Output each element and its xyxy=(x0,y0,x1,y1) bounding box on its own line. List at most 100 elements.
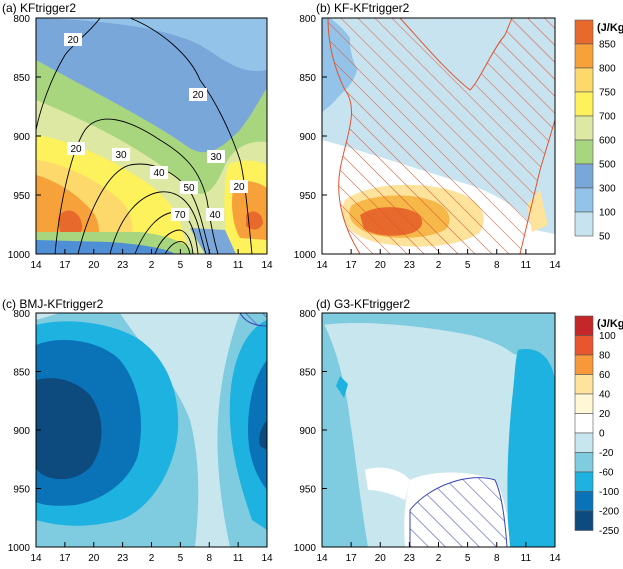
contour-label: 50 xyxy=(183,183,195,194)
panel-b: (b) KF-KFtrigger2 14 17 20 23 2 5 8 11 14 800 850 9… xyxy=(294,1,561,271)
y-tick-label: 950 xyxy=(299,191,316,202)
colorbar-unit: (J/Kg) xyxy=(597,22,623,34)
colorbar-label: -60 xyxy=(599,468,614,479)
y-tick-label: 1000 xyxy=(8,250,31,261)
colorbar-label: -20 xyxy=(599,448,614,459)
colorbar-swatch xyxy=(574,163,594,189)
x-tick-label: 20 xyxy=(88,260,100,271)
y-tick-label: 800 xyxy=(13,14,30,25)
contour-label: 40 xyxy=(153,168,165,179)
colorbar-swatch xyxy=(574,510,594,531)
x-tick-label: 14 xyxy=(549,260,561,271)
colorbar-swatch xyxy=(574,413,594,434)
y-tick-label: 850 xyxy=(299,73,316,84)
x-tick-label: 14 xyxy=(30,553,42,564)
y-tick-label: 850 xyxy=(13,73,30,84)
colorbar-swatch xyxy=(574,452,594,473)
panel-a-title: (a) KFtrigger2 xyxy=(2,1,76,15)
colorbar-top: 850 800 750 700 600 500 300 100 50 (J/Kg) xyxy=(574,19,623,243)
colorbar-label: 600 xyxy=(599,136,616,147)
colorbar-label: 100 xyxy=(599,208,616,219)
panel-c-title: (c) BMJ-KFtrigger2 xyxy=(2,297,104,311)
colorbar-swatch xyxy=(574,91,594,117)
x-tick-label: 23 xyxy=(404,260,416,271)
colorbar-swatch xyxy=(574,491,594,512)
colorbar-label: 0 xyxy=(599,429,605,440)
contour-label: 40 xyxy=(209,210,221,221)
colorbar-swatch xyxy=(574,374,594,395)
colorbar-swatch xyxy=(574,354,594,375)
panel-c-fill xyxy=(36,313,267,547)
panel-a-fill: 20 20 20 30 30 40 50 70 40 20 xyxy=(36,18,267,254)
colorbar-swatch xyxy=(574,471,594,492)
x-tick-label: 5 xyxy=(178,260,184,271)
colorbar-label: -200 xyxy=(599,507,619,518)
x-tick-label: 11 xyxy=(521,260,532,271)
y-tick-label: 850 xyxy=(13,368,30,379)
panel-d-title: (d) G3-KFtrigger2 xyxy=(316,297,410,311)
colorbar-label: 700 xyxy=(599,112,616,123)
x-tick-label: 17 xyxy=(59,260,71,271)
colorbar-label: 40 xyxy=(599,390,611,401)
colorbar-label: 60 xyxy=(599,370,611,381)
x-tick-label: 17 xyxy=(346,553,358,564)
x-tick-label: 11 xyxy=(233,553,244,564)
x-tick-label: 11 xyxy=(521,553,532,564)
x-tick-label: 14 xyxy=(549,553,561,564)
colorbar-swatch xyxy=(574,432,594,453)
colorbar-swatch xyxy=(574,393,594,414)
contour-label: 20 xyxy=(192,90,204,101)
x-tick-label: 2 xyxy=(436,260,442,271)
y-tick-label: 800 xyxy=(13,309,30,320)
colorbar-label: 300 xyxy=(599,184,616,195)
x-tick-label: 23 xyxy=(404,553,416,564)
y-tick-label: 1000 xyxy=(8,543,31,554)
x-tick-label: 5 xyxy=(465,553,471,564)
contour-label: 20 xyxy=(233,182,245,193)
colorbar-label: 20 xyxy=(599,409,611,420)
colorbar-swatch xyxy=(574,43,594,69)
colorbar-label: 100 xyxy=(599,331,616,342)
x-tick-label: 2 xyxy=(436,553,442,564)
y-tick-label: 900 xyxy=(13,426,30,437)
x-tick-label: 17 xyxy=(59,553,71,564)
panel-d-fill xyxy=(322,313,555,547)
x-tick-label: 5 xyxy=(178,553,184,564)
x-tick-label: 14 xyxy=(316,260,328,271)
x-tick-label: 20 xyxy=(375,260,387,271)
panel-b-title: (b) KF-KFtrigger2 xyxy=(316,1,410,15)
colorbar-swatch xyxy=(574,315,594,336)
y-tick-label: 850 xyxy=(299,368,316,379)
panel-c: (c) BMJ-KFtrigger2 14 17 20 23 2 5 8 11 14 800 850… xyxy=(2,297,273,564)
colorbar-swatch xyxy=(574,19,594,45)
x-tick-label: 8 xyxy=(494,553,500,564)
colorbar-unit: (J/Kg) xyxy=(597,318,623,330)
colorbar-label: -100 xyxy=(599,487,619,498)
x-tick-label: 2 xyxy=(149,260,155,271)
colorbar-label: 50 xyxy=(599,232,611,243)
y-tick-label: 900 xyxy=(299,426,316,437)
x-tick-label: 20 xyxy=(88,553,100,564)
x-tick-label: 14 xyxy=(261,260,273,271)
y-tick-label: 950 xyxy=(13,191,30,202)
x-tick-label: 14 xyxy=(316,553,328,564)
x-tick-label: 14 xyxy=(261,553,273,564)
colorbar-swatch xyxy=(574,115,594,141)
colorbar-label: -250 xyxy=(599,526,619,537)
x-tick-label: 23 xyxy=(117,553,129,564)
colorbar-label: 800 xyxy=(599,64,616,75)
y-tick-label: 800 xyxy=(299,309,316,320)
colorbar-swatch xyxy=(574,335,594,356)
x-tick-label: 8 xyxy=(494,260,500,271)
x-tick-label: 20 xyxy=(375,553,387,564)
x-tick-label: 2 xyxy=(149,553,155,564)
y-tick-label: 900 xyxy=(299,132,316,143)
colorbar-label: 850 xyxy=(599,40,616,51)
x-tick-label: 8 xyxy=(206,260,212,271)
colorbar-label: 80 xyxy=(599,351,611,362)
colorbar-swatch xyxy=(574,187,594,213)
colorbar-label: 750 xyxy=(599,88,616,99)
y-tick-label: 800 xyxy=(299,14,316,25)
x-tick-label: 14 xyxy=(30,260,42,271)
colorbar-label: 500 xyxy=(599,160,616,171)
